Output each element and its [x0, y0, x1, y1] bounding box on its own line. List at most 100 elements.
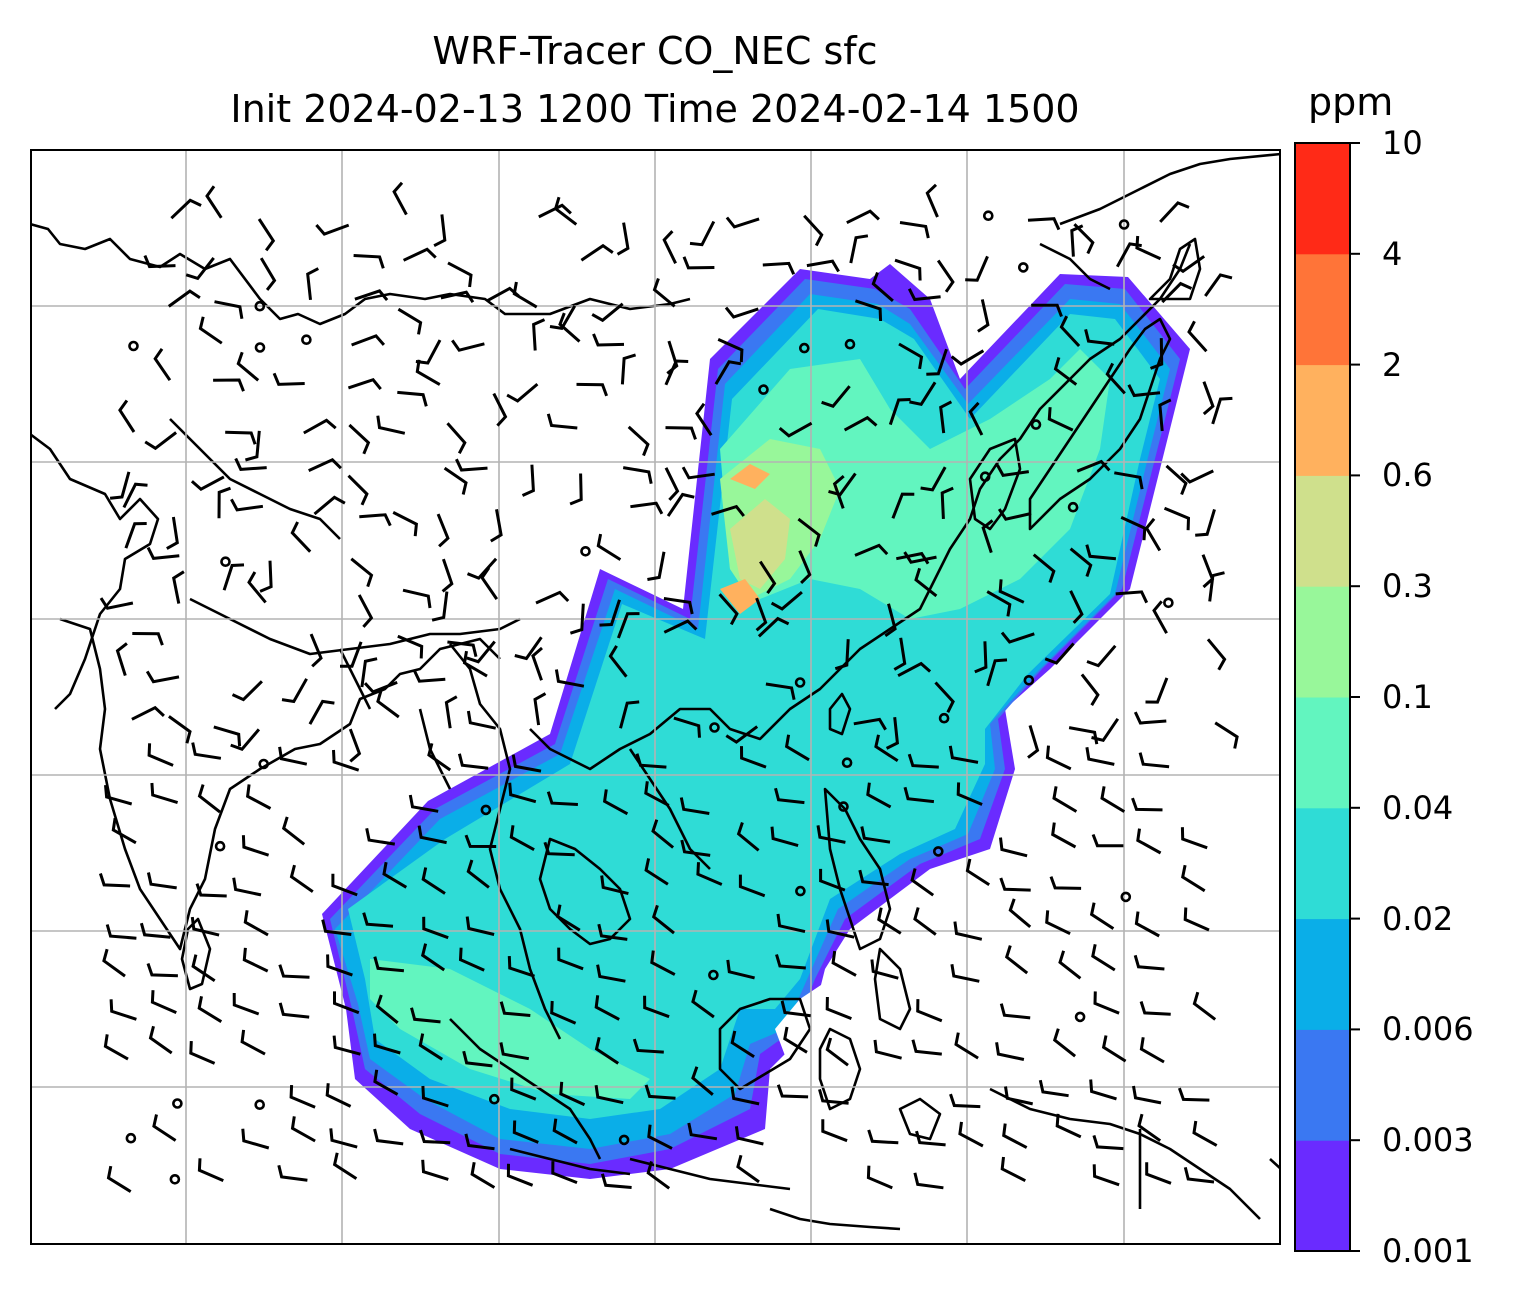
- wind-barb: [313, 495, 346, 516]
- wind-barb: [663, 619, 698, 634]
- wind-barb: [664, 359, 689, 386]
- wind-barb: [170, 198, 202, 220]
- wind-barb: [347, 474, 369, 506]
- wind-barb: [556, 904, 581, 932]
- wind-barb: [145, 670, 180, 684]
- calm-circle: [1023, 674, 1035, 686]
- wind-barb: [730, 1030, 755, 1059]
- wind-barb: [907, 288, 941, 302]
- wind-barb: [995, 464, 1030, 478]
- wind-barb: [225, 430, 257, 445]
- wind-barb: [816, 825, 846, 844]
- wind-barb: [1181, 864, 1206, 893]
- wind-barb: [594, 1084, 624, 1105]
- wind-barb: [231, 680, 263, 702]
- wind-barb: [289, 864, 314, 893]
- wind-barb: [417, 825, 447, 845]
- wind-barb: [230, 498, 264, 512]
- wind-barb: [309, 633, 323, 668]
- wind-barb: [725, 725, 759, 744]
- wind-barb: [303, 418, 337, 435]
- wind-barb: [402, 588, 432, 609]
- wind-barb: [600, 875, 629, 896]
- wind-barb: [597, 923, 628, 941]
- wind-barb: [543, 841, 575, 857]
- wind-barb: [278, 964, 310, 979]
- wind-barb: [974, 641, 988, 674]
- wind-barb: [325, 1083, 352, 1108]
- wind-barb: [244, 430, 261, 462]
- wind-barb: [521, 464, 535, 497]
- wind-barb: [512, 281, 538, 309]
- calm-circle: [708, 969, 719, 981]
- wind-barb: [333, 991, 360, 1015]
- wind-barb: [373, 956, 405, 973]
- wind-barb: [1069, 590, 1084, 624]
- wind-barb: [602, 789, 629, 816]
- wind-barb: [798, 550, 812, 584]
- wind-barb: [873, 1039, 902, 1060]
- wind-barb: [1214, 721, 1239, 749]
- wind-barb: [1114, 471, 1144, 490]
- wind-barb: [1055, 1113, 1082, 1139]
- wind-barb: [357, 594, 374, 628]
- wind-barb: [259, 560, 273, 593]
- wind-barb: [663, 597, 694, 615]
- wind-barb: [197, 784, 221, 814]
- wind-barb: [168, 715, 192, 744]
- colorbar-level-4: [1295, 697, 1350, 809]
- wind-barb: [806, 259, 840, 273]
- wind-barb: [150, 782, 179, 805]
- wind-barb: [885, 717, 899, 750]
- wind-barb: [546, 791, 578, 806]
- wind-barb: [198, 316, 223, 345]
- wind-barb: [696, 862, 723, 886]
- wind-barb: [122, 482, 148, 509]
- wind-barb: [1139, 1001, 1171, 1016]
- wind-barb: [1192, 991, 1217, 1021]
- wind-barb: [465, 916, 495, 936]
- wind-barb: [1049, 876, 1082, 890]
- calm-circle: [794, 677, 806, 688]
- wind-barb: [725, 216, 760, 229]
- wind-barb: [446, 422, 467, 454]
- wind-barb: [315, 223, 350, 236]
- wind-barb: [849, 234, 869, 264]
- wind-barb: [691, 1066, 714, 1096]
- wind-barb: [877, 907, 902, 935]
- wind-barb: [462, 650, 488, 678]
- wind-barb: [1085, 544, 1117, 561]
- wind-barb: [172, 570, 185, 604]
- wind-barb: [447, 640, 478, 658]
- wind-barb: [420, 943, 446, 972]
- wind-barb: [591, 302, 624, 323]
- wind-barb: [553, 196, 578, 226]
- calm-circle: [1017, 262, 1029, 273]
- wind-barb: [926, 348, 948, 376]
- wind-barb: [1208, 571, 1225, 602]
- colorbar-tick-label: 0.3: [1382, 567, 1433, 606]
- wind-barb: [326, 954, 353, 977]
- calm-circle: [254, 342, 266, 353]
- wind-barb: [1092, 1164, 1120, 1187]
- colorbar-tick-label: 0.001: [1382, 1232, 1474, 1270]
- wind-barb: [241, 835, 270, 857]
- wind-barb: [1002, 1123, 1028, 1149]
- wind-barb: [1152, 600, 1168, 634]
- wind-barb: [718, 593, 739, 626]
- wind-barb: [1206, 638, 1227, 671]
- wind-barb: [308, 699, 335, 725]
- calm-circle: [125, 1132, 137, 1144]
- wind-barb: [734, 1126, 764, 1146]
- map-title-line1: WRF-Tracer CO_NEC sfc: [432, 29, 878, 73]
- wind-barb: [834, 639, 850, 671]
- wind-barb: [774, 787, 805, 805]
- wind-barb: [689, 220, 716, 247]
- wind-barb: [436, 513, 450, 548]
- wind-barb: [115, 642, 128, 677]
- wind-barb: [419, 1129, 451, 1145]
- wind-barb: [995, 1042, 1025, 1061]
- wind-barb: [143, 255, 176, 269]
- wind-barb: [321, 919, 352, 936]
- wind-barb: [1051, 822, 1077, 849]
